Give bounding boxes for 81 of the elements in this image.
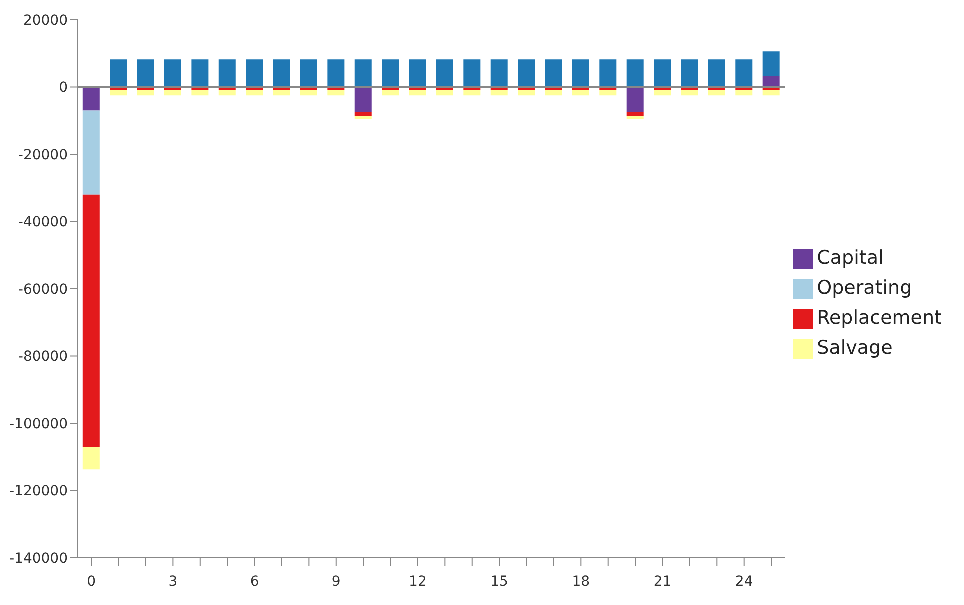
y-tick-label: -120000 <box>10 484 68 500</box>
bar <box>572 90 590 96</box>
legend-label: Replacement <box>817 307 942 329</box>
bar <box>600 60 617 88</box>
bar <box>490 60 508 88</box>
legend-label: Operating <box>817 277 912 299</box>
bar <box>464 90 481 96</box>
bar <box>218 60 236 88</box>
bar <box>110 90 128 96</box>
bar <box>409 90 426 96</box>
bar <box>354 87 372 112</box>
x-tick-label: 21 <box>654 574 672 590</box>
bar <box>354 116 372 120</box>
bar <box>409 60 426 88</box>
bar <box>518 60 536 88</box>
bar <box>137 60 154 88</box>
bar <box>328 60 345 88</box>
x-tick-label: 3 <box>168 574 178 590</box>
bar <box>708 90 726 96</box>
bar <box>300 60 318 88</box>
bar <box>110 60 128 88</box>
bar <box>490 90 508 96</box>
legend-label: Salvage <box>817 337 893 359</box>
bar <box>681 90 698 96</box>
y-tick-label: -100000 <box>10 416 68 432</box>
bar <box>82 194 100 448</box>
bar <box>708 60 726 88</box>
legend-label: Capital <box>817 247 884 269</box>
bar <box>164 90 182 96</box>
bar <box>626 116 644 120</box>
x-tick-label: 24 <box>735 574 754 590</box>
bar <box>545 60 562 88</box>
bar <box>354 112 372 116</box>
bar <box>464 60 481 88</box>
bar <box>137 90 154 96</box>
bar <box>82 110 100 195</box>
bar <box>626 112 644 116</box>
bar <box>246 60 264 88</box>
bar <box>273 90 290 96</box>
x-tick-label: 15 <box>490 574 508 590</box>
bar <box>762 90 780 96</box>
bar <box>518 90 536 96</box>
bar <box>736 60 753 88</box>
bar <box>300 90 318 96</box>
bar <box>218 90 236 96</box>
y-tick-label: -40000 <box>18 214 68 231</box>
x-tick-label: 9 <box>332 574 341 590</box>
bar <box>192 60 209 88</box>
bar <box>354 60 372 88</box>
bar <box>382 60 400 88</box>
bar <box>82 447 100 470</box>
bar <box>436 90 454 96</box>
bar <box>82 87 100 111</box>
bar <box>654 60 672 88</box>
bar <box>572 60 590 88</box>
bar <box>545 90 562 96</box>
bar <box>762 52 780 76</box>
bar <box>626 87 644 112</box>
y-tick-label: -20000 <box>18 147 68 164</box>
bar <box>246 90 264 96</box>
bar <box>192 90 209 96</box>
y-tick-label: 20000 <box>23 12 68 29</box>
bar <box>600 90 617 96</box>
y-tick-label: -80000 <box>18 349 68 366</box>
bar <box>762 76 780 88</box>
bar <box>328 90 345 96</box>
bar <box>681 60 698 88</box>
y-tick-label: -140000 <box>10 550 68 567</box>
x-tick-label: 6 <box>250 574 260 590</box>
x-tick-label: 0 <box>87 574 96 590</box>
bar <box>436 60 454 88</box>
bar <box>164 60 182 88</box>
y-tick-label: 0 <box>59 80 68 96</box>
bar <box>382 90 400 96</box>
bar <box>736 90 753 96</box>
bar <box>273 60 290 88</box>
bar <box>654 90 672 96</box>
x-tick-label: 12 <box>409 574 427 590</box>
bar <box>626 60 644 88</box>
x-tick-label: 18 <box>572 574 590 590</box>
y-tick-label: -60000 <box>18 282 68 298</box>
